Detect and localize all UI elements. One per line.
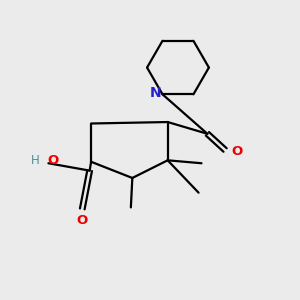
Text: O: O xyxy=(77,214,88,227)
Text: N: N xyxy=(149,86,161,100)
Text: O: O xyxy=(232,145,243,158)
Text: H: H xyxy=(31,154,40,167)
Text: O: O xyxy=(47,154,58,167)
